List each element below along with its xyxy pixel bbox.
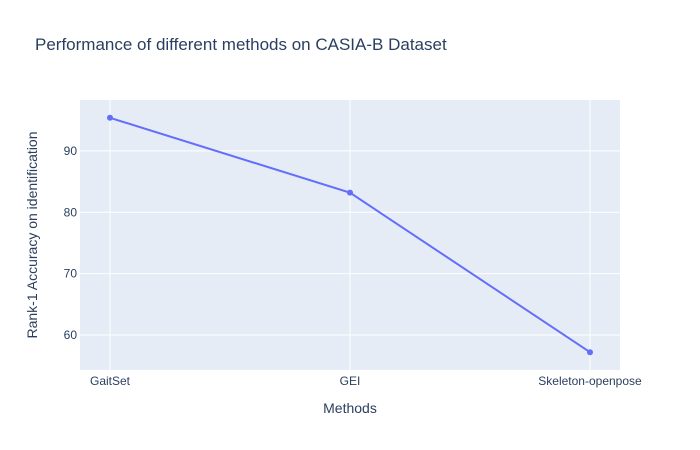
grid-layer [80,100,620,370]
y-tick-label: 90 [64,144,78,158]
y-tick-label: 60 [64,328,78,342]
y-tick-label: 70 [64,267,78,281]
x-tick-label: GaitSet [90,374,131,388]
x-tick-label: GEI [340,374,361,388]
series-layer [107,114,593,356]
data-point [107,114,113,121]
x-axis-title: Methods [323,400,377,416]
y-axis-title: Rank-1 Accuracy on identification [24,132,40,339]
data-point [347,189,353,196]
x-tick-label: Skeleton-openpose [538,374,642,388]
tick-layer: GaitSet GEI Skeleton-openpose 60 70 80 90 [64,144,642,388]
chart-title: Performance of different methods on CASI… [35,35,447,54]
data-point [587,349,593,356]
y-tick-label: 80 [64,205,78,219]
